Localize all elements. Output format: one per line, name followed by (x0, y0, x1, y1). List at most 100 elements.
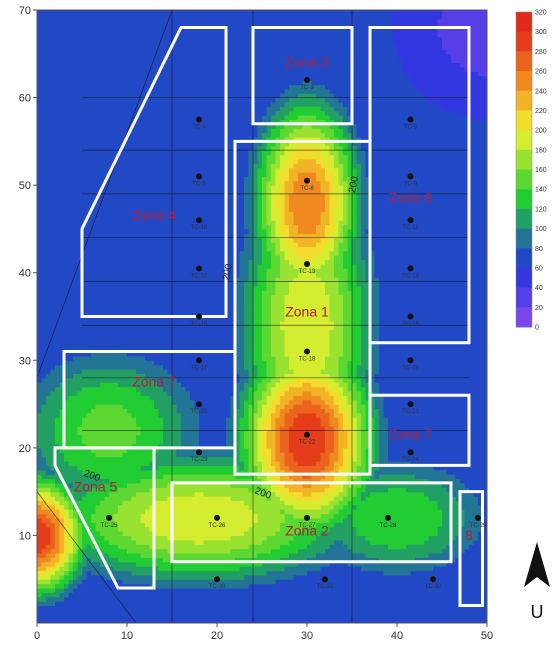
well-marker (407, 116, 414, 123)
boundary-line (37, 491, 137, 623)
zone-label: Zona 7 (389, 426, 433, 442)
well-label: TC-17 (191, 365, 208, 371)
zone-boundary (458, 490, 484, 607)
well-label: TC-31 (317, 584, 334, 590)
well-label: TC-25 (101, 523, 118, 529)
well-marker (214, 514, 220, 521)
legend-label: 220 (535, 108, 547, 115)
legend-label: 300 (535, 29, 547, 36)
legend-label: 80 (535, 246, 543, 253)
well-label: TC-13 (299, 269, 316, 275)
zone-label: 8 (465, 527, 473, 543)
legend-label: 100 (535, 226, 547, 233)
legend-label: 160 (535, 167, 547, 174)
zone-boundary (62, 350, 237, 450)
well-label: TC-14 (402, 273, 419, 279)
well-label: TC-10 (191, 225, 208, 231)
zone-label: Zona 2 (285, 522, 329, 538)
well-marker (304, 514, 310, 521)
well-marker (304, 260, 310, 267)
well-label: TC-24 (402, 457, 419, 463)
zone-boundary (368, 26, 471, 345)
well-label: TC-18 (299, 357, 316, 363)
plot-area: Zona 1 Zona 2 Zona 3 Zona 4 Zona 5 Zona 6 Zona… (37, 10, 487, 623)
legend-swatch (516, 71, 532, 92)
legend-swatch (516, 189, 532, 210)
well-marker (196, 449, 202, 456)
legend-swatch (516, 12, 532, 33)
well-label: TC-12 (191, 273, 208, 279)
well-label: TC-29 (470, 523, 487, 529)
y-tick-label: 50 (19, 180, 31, 192)
well-marker (430, 576, 436, 583)
x-tick-label: 40 (391, 630, 403, 642)
well-label: TC-21 (402, 409, 419, 415)
legend-label: 180 (535, 147, 547, 154)
zone-label: Zona 1 (285, 304, 329, 320)
well-marker (196, 116, 202, 123)
well-marker (304, 77, 310, 84)
well-label: TC-3 (300, 85, 314, 91)
legend-swatch (516, 307, 532, 328)
well-label: TC-15 (191, 322, 208, 328)
x-tick-label: 50 (481, 630, 493, 642)
zone-boundary (170, 481, 453, 564)
x-tick-label: 30 (301, 630, 313, 642)
legend-label: 320 (535, 10, 547, 17)
well-marker (106, 514, 112, 521)
legend-label: 200 (535, 128, 547, 135)
well-label: TC-22 (299, 440, 316, 446)
well-label: TC-28 (380, 523, 397, 529)
well-marker (407, 173, 414, 180)
legend-swatch (516, 287, 532, 308)
contour-value-label: 200 (82, 468, 102, 484)
well-marker (304, 431, 310, 438)
zone-label: Zona 4 (132, 207, 176, 223)
well-label: TC-5 (404, 124, 418, 130)
color-legend: 0 20 40 60 80 100 120 140 160 180 200 220 240 260 280 3… (515, 10, 547, 332)
legend-label: 120 (535, 206, 547, 213)
well-marker (214, 576, 220, 583)
contour-fill (37, 10, 487, 623)
well-label: TC-27 (299, 523, 316, 529)
legend-swatch (516, 208, 532, 230)
zone-boundary (368, 393, 471, 467)
well-label: TC-20 (191, 409, 208, 415)
well-marker (304, 177, 310, 184)
well-marker (196, 313, 202, 320)
contour-value-label: 200 (221, 263, 235, 282)
well-label: TC-11 (402, 225, 419, 231)
legend-label: 0 (535, 325, 539, 332)
well-marker (196, 357, 202, 364)
well-marker (407, 217, 414, 224)
contour-value-label: 200 (253, 486, 273, 502)
legend-swatch (516, 51, 532, 72)
well-marker (407, 265, 414, 272)
zone-label: Zona 3 (285, 54, 329, 70)
x-tick-label: 10 (121, 630, 133, 642)
x-tick-label: 0 (34, 630, 40, 642)
well-marker (304, 348, 310, 355)
zone-boundary (251, 26, 354, 126)
wells: TC-3 TC-4 TC-5 TC-6 TC-8 TC-9 TC-10 TC-11 TC-12 T… (101, 77, 487, 590)
legend-swatch (516, 228, 532, 249)
well-label: TC-6 (192, 181, 206, 187)
well-marker (196, 173, 202, 180)
legend-label: 20 (535, 305, 543, 312)
zone-label: Zona 6 (389, 190, 433, 206)
well-marker (322, 576, 328, 583)
y-tick-label: 20 (19, 443, 31, 455)
well-marker (196, 265, 202, 272)
legend-swatch (516, 248, 532, 269)
zone-label: Zona 7 (132, 374, 176, 390)
well-label: TC-30 (209, 584, 226, 590)
north-arrow-icon (524, 542, 550, 587)
legend-swatch (516, 110, 532, 131)
contour-labels: 200 200 200 200 (82, 175, 361, 502)
legend-swatch (516, 130, 532, 151)
well-label: TC-16 (402, 322, 419, 328)
legend-label: 40 (535, 285, 543, 292)
y-tick-label: 60 (19, 93, 31, 105)
north-label: U (531, 602, 544, 622)
